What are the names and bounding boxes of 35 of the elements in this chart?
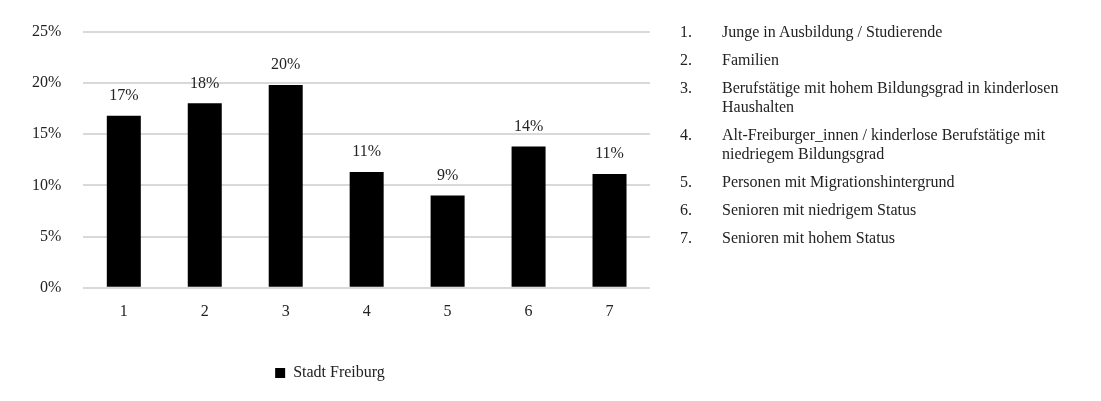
x-tick-label: 5 [443,301,452,319]
text: 1. Junge in Ausbildung / Studierende [680,23,943,40]
text: 4. Alt-Freiburger_innen / kinderlose Berufstätige mit niedriegem Bildungsgrad [680,126,1046,162]
text: 6. Senioren mit niedrigem Status [680,201,917,218]
legend-label: Stadt Freiburg [293,363,385,382]
text: 7. Senioren mit hohem Status [680,229,895,246]
x-tick-label: 7 [605,301,614,319]
data-label: 9% [436,165,459,183]
bar [187,103,222,287]
y-tick-label: 25% [32,21,62,39]
bar [106,115,141,287]
data-label: 11% [595,144,624,162]
text: 5. Personen mit Migrationshintergrund [680,173,955,190]
text: 3. Berufstätige mit hohem Bildungsgrad in kinderlosen Haushalten [680,79,1059,115]
y-tick-label: 15% [32,124,62,142]
x-tick-label: 1 [119,301,128,319]
y-tick-label: 0% [40,278,62,295]
data-label: 14% [513,116,544,134]
bar [268,84,303,287]
bar [349,172,384,287]
data-label: 20% [271,55,301,73]
y-tick-label: 10% [32,175,62,193]
x-tick-label: 6 [524,301,533,319]
bar [592,174,627,287]
data-label: 17% [109,85,139,103]
bar [511,146,546,287]
x-tick-label: 4 [362,301,371,319]
text: 2. Familien [680,51,779,68]
y-tick-label: 5% [40,226,62,244]
x-tick-label: 3 [281,301,290,319]
data-label: 11% [352,142,382,160]
x-tick-label: 2 [200,301,209,319]
data-label: 18% [190,73,220,91]
bar [430,195,465,287]
y-tick-label: 20% [32,73,62,91]
